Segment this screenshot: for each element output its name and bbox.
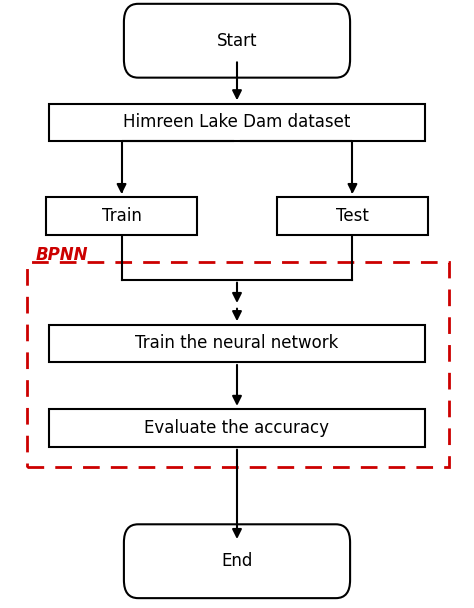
Text: Himreen Lake Dam dataset: Himreen Lake Dam dataset bbox=[123, 114, 351, 131]
Text: End: End bbox=[221, 552, 253, 570]
FancyBboxPatch shape bbox=[48, 104, 426, 141]
FancyBboxPatch shape bbox=[124, 524, 350, 598]
Text: Train the neural network: Train the neural network bbox=[135, 334, 339, 353]
FancyBboxPatch shape bbox=[277, 198, 428, 235]
FancyBboxPatch shape bbox=[48, 325, 426, 362]
FancyBboxPatch shape bbox=[46, 198, 197, 235]
Text: BPNN: BPNN bbox=[36, 246, 88, 264]
Text: Evaluate the accuracy: Evaluate the accuracy bbox=[145, 419, 329, 437]
FancyBboxPatch shape bbox=[48, 409, 426, 447]
Text: Train: Train bbox=[101, 207, 141, 225]
Text: Start: Start bbox=[217, 32, 257, 50]
FancyBboxPatch shape bbox=[124, 4, 350, 78]
Text: Test: Test bbox=[336, 207, 369, 225]
